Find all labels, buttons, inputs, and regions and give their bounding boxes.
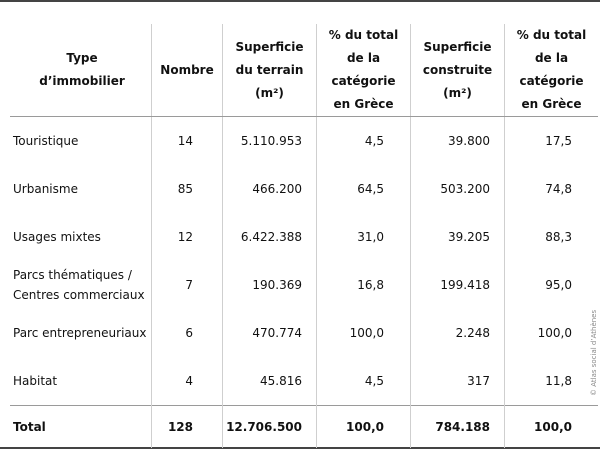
cell-land-area: 470.774 <box>222 309 317 357</box>
real-estate-table: Type d’immobilier Nombre Superficie du t… <box>10 24 598 448</box>
cell-count: 7 <box>151 261 223 309</box>
table-header-row: Type d’immobilier Nombre Superficie du t… <box>10 24 598 117</box>
table-row: Habitat 4 45.816 4,5 317 11,8 <box>10 357 598 406</box>
table-row: Urbanisme 85 466.200 64,5 503.200 74,8 <box>10 165 598 213</box>
cell-built-share: 17,5 <box>545 134 572 148</box>
cell-built-area: 39.800 <box>410 116 505 165</box>
cell-type: Usages mixtes <box>10 213 152 261</box>
cell-built-share: 11,8 <box>545 374 572 388</box>
cell-built-area: 317 <box>410 357 505 406</box>
source-credit: © Atlas social d’Athènes <box>590 309 598 396</box>
cell-type: Urbanisme <box>10 165 152 213</box>
cell-type: Habitat <box>10 357 152 406</box>
cell-land-area: 466.200 <box>222 165 317 213</box>
cell-built-share: 88,3 <box>545 230 572 244</box>
header-built-share: % du total de la catégorie en Grèce <box>504 24 598 117</box>
cell-land-share: 4,5 <box>316 116 411 165</box>
cell-land-share: 100,0 <box>316 309 411 357</box>
cell-count: 12 <box>151 213 223 261</box>
table-row: Parc entrepreneuriaux 6 470.774 100,0 2.248 1… <box>10 309 598 357</box>
cell-land-area: 190.369 <box>222 261 317 309</box>
cell-built-area: 39.205 <box>410 213 505 261</box>
cell-built-area: 503.200 <box>410 165 505 213</box>
total-land-share: 100,0 <box>316 405 411 448</box>
header-count: Nombre <box>151 24 223 117</box>
cell-built-area: 199.418 <box>410 261 505 309</box>
table-row: Touristique 14 5.110.953 4,5 39.800 17,5 <box>10 116 598 165</box>
cell-built-share: 74,8 <box>545 182 572 196</box>
total-type: Total <box>10 405 152 448</box>
cell-land-share: 4,5 <box>316 357 411 406</box>
table-row: Parcs thématiques / Centres commerciaux 7… <box>10 261 598 309</box>
cell-type: Parcs thématiques / Centres commerciaux <box>10 261 152 309</box>
cell-type: Parc entrepreneuriaux <box>10 309 152 357</box>
cell-count: 85 <box>151 165 223 213</box>
cell-land-area: 45.816 <box>222 357 317 406</box>
total-row: Total 128 12.706.500 100,0 784.188 100,0 <box>10 405 598 448</box>
header-land-area: Superficie du terrain (m²) <box>222 24 317 117</box>
header-built-area: Superficie construite (m²) <box>410 24 505 117</box>
cell-land-share: 31,0 <box>316 213 411 261</box>
total-built-area: 784.188 <box>410 405 505 448</box>
cell-count: 4 <box>151 357 223 406</box>
cell-land-share: 16,8 <box>316 261 411 309</box>
cell-built-area: 2.248 <box>410 309 505 357</box>
cell-count: 6 <box>151 309 223 357</box>
table-row: Usages mixtes 12 6.422.388 31,0 39.205 88,3 <box>10 213 598 261</box>
total-built-share: 100,0 <box>504 405 598 448</box>
header-type: Type d’immobilier <box>10 24 152 117</box>
cell-land-area: 5.110.953 <box>222 116 317 165</box>
cell-land-area: 6.422.388 <box>222 213 317 261</box>
cell-land-share: 64,5 <box>316 165 411 213</box>
cell-type: Touristique <box>10 116 152 165</box>
total-land-area: 12.706.500 <box>222 405 317 448</box>
total-count: 128 <box>151 405 223 448</box>
cell-count: 14 <box>151 116 223 165</box>
cell-built-share: 95,0 <box>545 278 572 292</box>
cell-built-share: 100,0 <box>537 326 572 340</box>
header-land-share: % du total de la catégorie en Grèce <box>316 24 411 117</box>
